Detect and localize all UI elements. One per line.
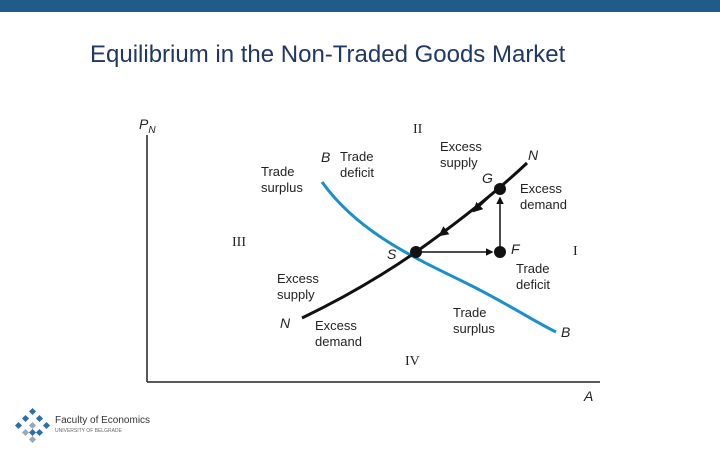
annotation: Excess [440, 139, 482, 154]
logo: Faculty of Economics UNIVERSITY OF BELGR… [14, 407, 150, 444]
point-label: S [387, 246, 397, 262]
annotation: Trade [516, 261, 549, 276]
annotation: Excess [315, 318, 357, 333]
point-f [494, 246, 506, 258]
top-bar [0, 0, 720, 12]
annotations: TradedeficitTradesurplusExcesssupplyExce… [261, 139, 567, 349]
annotation: Excess [520, 181, 562, 196]
curve-label: N [280, 315, 291, 331]
annotation: demand [520, 197, 567, 212]
annotation: Trade [453, 305, 486, 320]
annotation: Excess [277, 271, 319, 286]
annotation: surplus [453, 321, 495, 336]
annotation: surplus [261, 180, 303, 195]
annotation: demand [315, 334, 362, 349]
curve-label: B [561, 324, 570, 340]
x-axis-label: A [583, 388, 593, 404]
annotation: Trade [261, 164, 294, 179]
annotation: Trade [340, 149, 373, 164]
annotation: supply [277, 287, 315, 302]
logo-name: Faculty of Economics [55, 415, 150, 426]
annotation: supply [440, 155, 478, 170]
y-axis-label: PN [139, 116, 156, 136]
annotation: deficit [516, 277, 550, 292]
point-label: G [482, 170, 493, 186]
annotation: deficit [340, 165, 374, 180]
region-label: IV [405, 354, 420, 369]
region-label: I [573, 244, 578, 259]
region-label: III [232, 235, 246, 250]
nn-curve [301, 161, 529, 320]
bb-curve [320, 181, 557, 334]
point-g [494, 183, 506, 195]
arrow-g-s [472, 197, 489, 213]
arrow-g-s [438, 225, 453, 237]
point-label: F [511, 241, 521, 257]
slide-title: Equilibrium in the Non-Traded Goods Mark… [90, 41, 566, 68]
curve-label: N [528, 147, 539, 163]
point-s [410, 246, 422, 258]
curve-label: B [321, 149, 330, 165]
logo-sub: UNIVERSITY OF BELGRADE [55, 428, 123, 434]
region-label: II [413, 122, 423, 137]
